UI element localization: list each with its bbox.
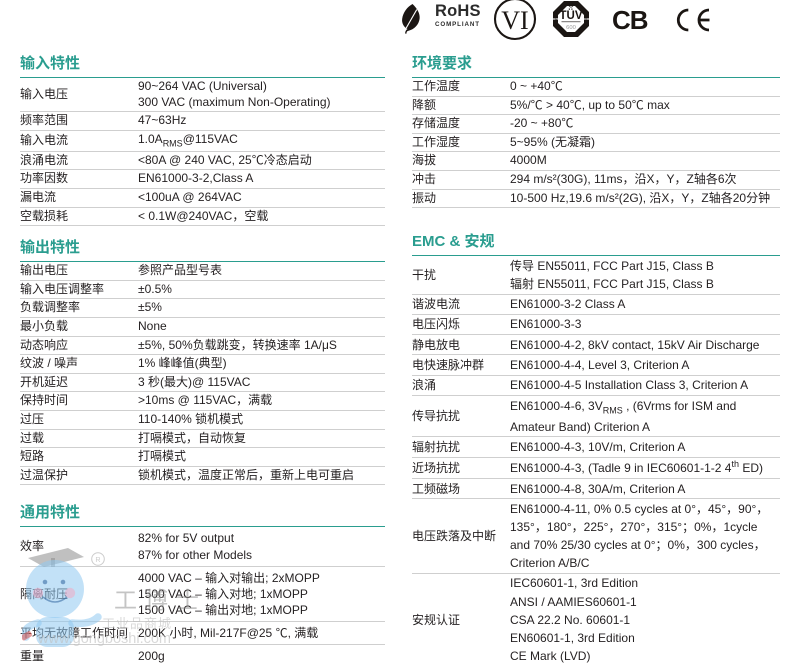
- svg-text:TÜV: TÜV: [560, 9, 583, 22]
- svg-text:600: 600: [566, 25, 576, 31]
- svg-text:VI: VI: [501, 6, 528, 35]
